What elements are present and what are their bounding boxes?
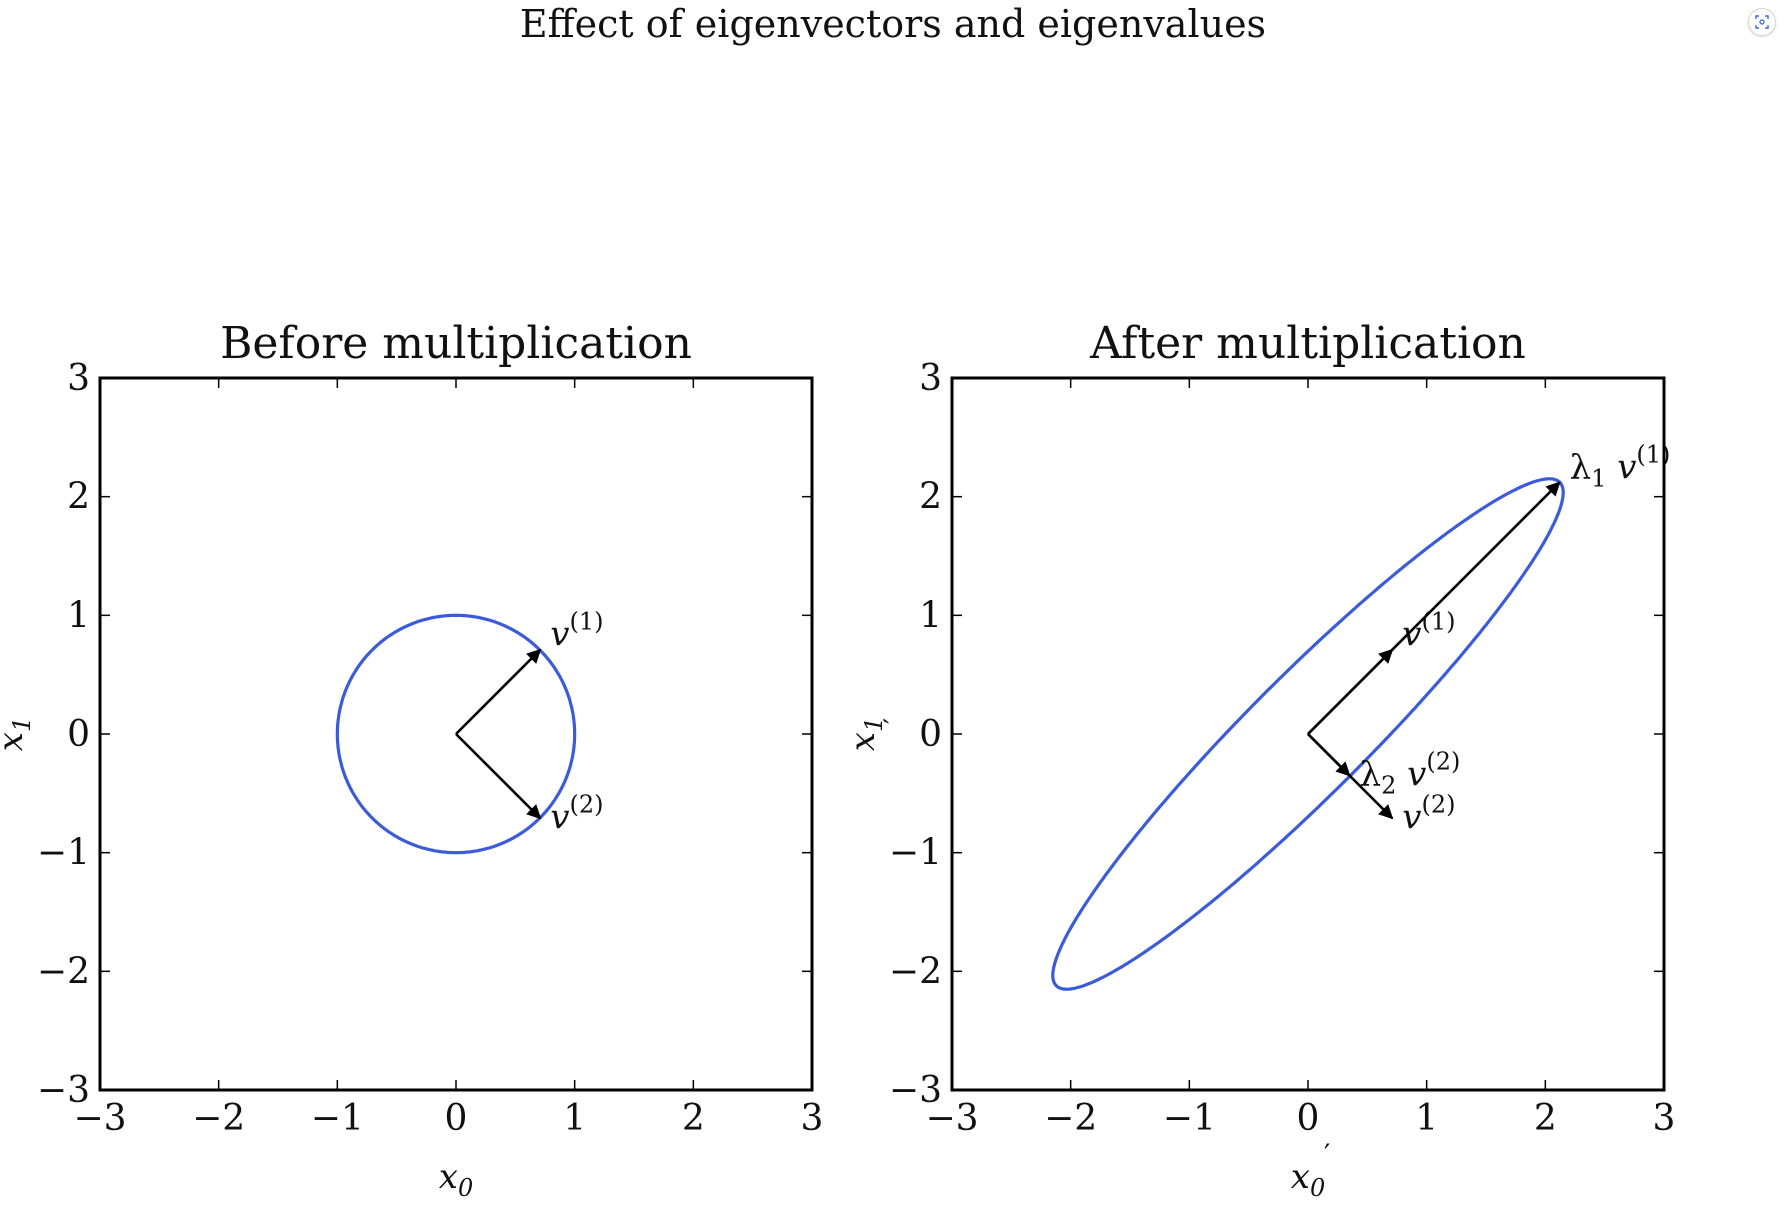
vector-label: v(1) [1402, 608, 1455, 655]
y-axis-label-prime: ′ [878, 718, 911, 724]
vector-arrow [455, 648, 542, 735]
vector-label: λ2 v(2) [1360, 748, 1461, 800]
vector-label: v(2) [1402, 790, 1455, 837]
x-axis-label: x0 [1291, 1157, 1325, 1202]
chart-title: Before multiplication [220, 318, 692, 369]
ellipse-curve [1051, 477, 1565, 991]
y-tick-label: 0 [919, 714, 942, 755]
page-title: Effect of eigenvectors and eigenvalues [519, 2, 1267, 46]
vector-arrow [1307, 733, 1351, 777]
plot-frame [950, 376, 1666, 1092]
x-tick-label: 3 [801, 1098, 824, 1139]
x-tick-label: 0 [445, 1098, 468, 1139]
y-tick-label: 3 [919, 358, 942, 399]
x-tick-label: −2 [1044, 1098, 1097, 1139]
y-tick-label: 2 [67, 477, 90, 518]
plot-frame [98, 376, 814, 1092]
x-tick-label: 2 [682, 1098, 705, 1139]
x-tick-label: −2 [192, 1098, 245, 1139]
chart-panel-2: After multiplication −3 −2 −1 0 1 2 3 −3 −2 −1 0 1 2 3… [843, 318, 1675, 1202]
x-tick-label: −3 [73, 1098, 126, 1139]
x-tick-label: 2 [1534, 1098, 1557, 1139]
y-tick-label: −1 [889, 833, 942, 874]
x-tick-label: −1 [311, 1098, 364, 1139]
vector-label: λ1 v(1) [1570, 440, 1671, 492]
y-tick-label: −1 [37, 833, 90, 874]
y-tick-label: 2 [919, 477, 942, 518]
y-tick-label: 1 [67, 595, 90, 636]
x-tick-label: −1 [1163, 1098, 1216, 1139]
x-tick-label: 1 [1415, 1098, 1438, 1139]
y-axis-label: x1 [0, 717, 36, 751]
y-tick-label: 0 [67, 714, 90, 755]
vector-label: v(2) [550, 790, 603, 837]
screenshot-icon [1755, 15, 1769, 29]
y-tick-label: −3 [889, 1070, 942, 1111]
y-tick-label: −2 [37, 951, 90, 992]
ellipse-curve [335, 613, 577, 855]
x-tick-label: 1 [563, 1098, 586, 1139]
vector-label: v(1) [550, 608, 603, 655]
y-tick-label: 1 [919, 595, 942, 636]
y-axis-label: x1 [843, 717, 888, 751]
x-tick-label: −3 [925, 1098, 978, 1139]
y-tick-label: −2 [889, 951, 942, 992]
x-tick-label: 3 [1653, 1098, 1676, 1139]
x-axis-label-prime: ′ [1324, 1138, 1330, 1171]
vector-arrow [455, 733, 542, 820]
screenshot-button[interactable] [1748, 8, 1776, 36]
vector-arrow [1307, 481, 1561, 735]
chart-panel-1: Before multiplication −3 −2 −1 0 1 2 3 −3 −2 −1 0 1 2… [0, 318, 823, 1202]
chart-title: After multiplication [1089, 318, 1526, 369]
x-axis-label: x0 [439, 1157, 473, 1202]
y-tick-label: −3 [37, 1070, 90, 1111]
x-tick-label: 0 [1297, 1098, 1320, 1139]
y-tick-label: 3 [67, 358, 90, 399]
